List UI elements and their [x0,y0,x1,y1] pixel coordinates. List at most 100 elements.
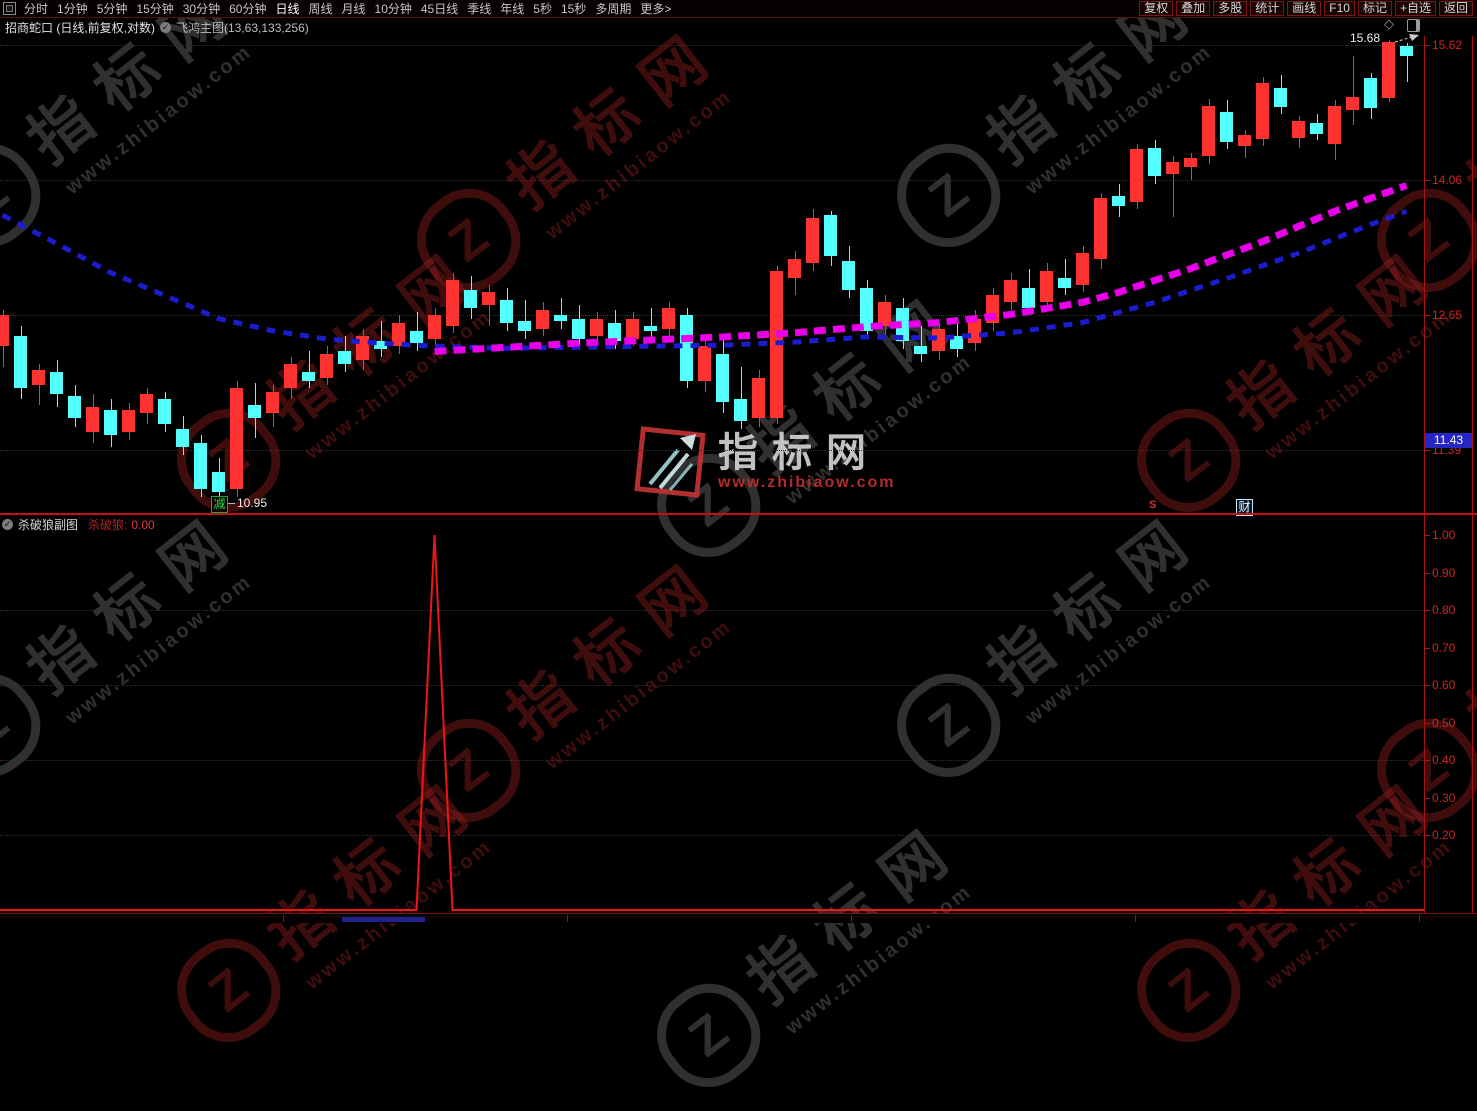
gridline [0,179,1424,181]
toolbar-button[interactable]: 复权 [1139,1,1174,16]
period-item[interactable]: 多周期 [595,1,632,16]
candle-body [140,393,153,414]
period-item[interactable]: 30分钟 [182,1,221,16]
candle-body [1094,198,1107,259]
candle-body [932,328,945,352]
site-watermark: 指标网 www.zhibiaow.com [634,426,896,498]
watermark-z-icon: Z [1358,169,1477,311]
candle-body [1274,88,1287,108]
axis-label: 0.70 [1432,640,1456,655]
candle-body [554,315,567,321]
candle-body [1346,96,1359,110]
period-item[interactable]: 年线 [500,1,525,16]
candle-body [1238,135,1251,146]
last-price-label: 15.68 [1350,31,1381,45]
period-item[interactable]: 10分钟 [374,1,412,16]
axis-tick [1425,572,1430,574]
candle-body [338,351,351,365]
period-item[interactable]: 月线 [341,1,366,16]
candle-body [1382,41,1395,98]
diamond-icon[interactable]: ◇ [1384,16,1394,31]
window-icon[interactable] [3,2,16,15]
period-item[interactable]: 5分钟 [96,1,128,16]
axis-tick [1425,835,1430,836]
toolbar-button[interactable]: 返回 [1438,1,1473,16]
period-item[interactable]: 分时 [24,1,49,16]
axis-tick [1425,315,1430,317]
candle-wick [650,308,652,339]
sub-indicator-check-icon[interactable]: ✓ [2,519,13,530]
sell-marker[interactable]: S [1149,499,1157,511]
sub-indicator-name: 杀破狼: [88,518,128,532]
finance-marker[interactable]: 财 [1236,499,1253,516]
period-item[interactable]: 45日线 [420,1,459,16]
period-item[interactable]: 15秒 [560,1,587,16]
candle-body [248,404,261,418]
candle-body [212,471,225,493]
sub-chart-title[interactable]: 杀破狼副图 [18,518,79,532]
period-item[interactable]: 60分钟 [229,1,267,16]
candle-body [806,217,819,263]
toolbar-button[interactable]: 叠加 [1176,1,1211,16]
candle-body [734,399,747,422]
candle-body [230,388,243,489]
toolbar-button[interactable]: 统计 [1250,1,1285,16]
toolbar-button[interactable]: 画线 [1287,1,1322,16]
candle-body [1058,278,1071,289]
candle-body [1220,112,1233,143]
reduce-marker-badge[interactable]: 减 [211,496,228,513]
toolbar-button[interactable]: +自选 [1394,1,1436,16]
sub-chart-header: ✓ 杀破狼副图 杀破狼: 0.00 [0,516,1477,533]
candle-body [500,300,513,323]
axis-tick [1425,535,1430,536]
main-indicator-label[interactable]: 飞鸿主图(13,63,133,256) [176,20,309,35]
period-item[interactable]: 季线 [467,1,492,16]
period-item[interactable]: 周线 [308,1,333,16]
toolbar-button[interactable]: 标记 [1357,1,1392,16]
period-item[interactable]: 1分钟 [57,1,88,16]
period-item[interactable]: 5秒 [533,1,552,16]
action-list: 复权 叠加 多股 统计 画线 F10 标记 +自选 返回 [1139,1,1473,16]
watermark-z-icon: Z [1358,699,1477,841]
toolbar-button[interactable]: 多股 [1213,1,1248,16]
candle-wick [920,325,922,362]
candle-body [662,308,675,329]
toolbar-button[interactable]: F10 [1324,1,1355,16]
period-item[interactable]: 日线 [275,1,300,16]
strip-tick [1419,915,1420,922]
candle-body [1256,83,1269,139]
candle-body [770,270,783,418]
candle-body [194,443,207,489]
candle-body [1040,270,1053,303]
axis-border-right [1472,36,1473,913]
indicator-check-icon[interactable]: ✓ [160,21,171,33]
axis-label: 12.65 [1432,308,1463,323]
axis-label: 0.50 [1432,715,1456,730]
visible-range-bar[interactable] [342,917,425,922]
panel-separator[interactable] [0,513,1477,515]
candle-body [1310,122,1323,135]
date-scroll-strip[interactable] [0,913,1477,923]
candle-body [860,288,873,331]
period-item[interactable]: 更多> [640,1,672,16]
candle-body [1022,288,1035,309]
chart-title-bar: 招商蛇口 (日线,前复权,对数) ✓ 飞鸿主图(13,63,133,256) [0,18,1477,36]
panel-toggle-icon[interactable] [1407,19,1420,32]
candle-body [680,315,693,381]
candle-body [392,322,405,347]
candle-body [572,318,585,339]
gridline [0,835,1424,836]
gridline [0,45,1424,46]
axis-tick [1425,685,1430,686]
axis-tick [1425,610,1430,611]
axis-label: 0.40 [1432,753,1456,767]
axis-tick [1425,45,1430,46]
period-item[interactable]: 15分钟 [136,1,174,16]
